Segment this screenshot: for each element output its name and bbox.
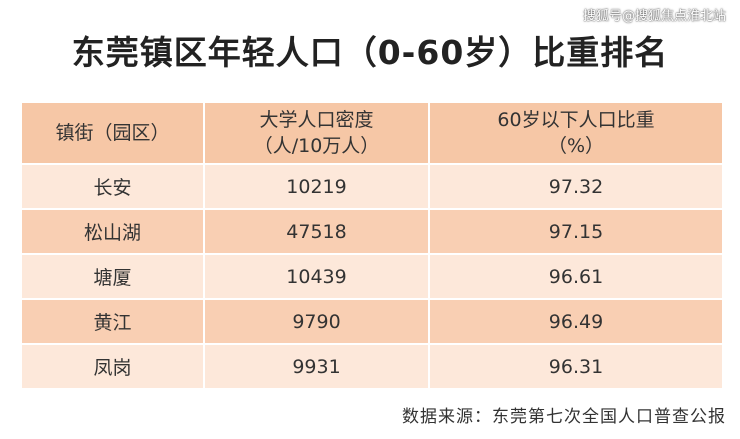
table-cell: 96.61 (430, 255, 722, 300)
table-cell: 松山湖 (22, 210, 205, 255)
header-text: 大学人口密度 (259, 109, 374, 131)
header-text: （%） (547, 135, 605, 157)
table-cell: 9790 (205, 300, 430, 345)
table-cell: 10439 (205, 255, 430, 300)
table-cell: 96.49 (430, 300, 722, 345)
table: 镇街（园区） 大学人口密度 （人/10万人） 60岁以下人口比重 （%） 长安 10219 9… (22, 103, 722, 390)
header-text: （人/10万人） (253, 135, 380, 157)
header-cell: 镇街（园区） (22, 103, 205, 165)
header-text: 60岁以下人口比重 (497, 109, 655, 131)
header-cell: 60岁以下人口比重 （%） (430, 103, 722, 165)
header-cell: 大学人口密度 （人/10万人） (205, 103, 430, 165)
table-cell: 97.32 (430, 165, 722, 210)
table-cell: 长安 (22, 165, 205, 210)
table-cell: 10219 (205, 165, 430, 210)
table-cell: 47518 (205, 210, 430, 255)
header-text: 镇街（园区） (55, 122, 170, 144)
table-cell: 凤岗 (22, 345, 205, 390)
source: 数据来源：东莞第七次全国人口普查公报 (402, 407, 726, 427)
table-cell: 96.31 (430, 345, 722, 390)
title: 东莞镇区年轻人口（0-60岁）比重排名 (71, 33, 669, 72)
watermark: 搜狐号@搜狐焦点淮北站 (582, 9, 726, 24)
table-cell: 97.15 (430, 210, 722, 255)
table-cell: 9931 (205, 345, 430, 390)
table-cell: 塘厦 (22, 255, 205, 300)
table-cell: 黄江 (22, 300, 205, 345)
